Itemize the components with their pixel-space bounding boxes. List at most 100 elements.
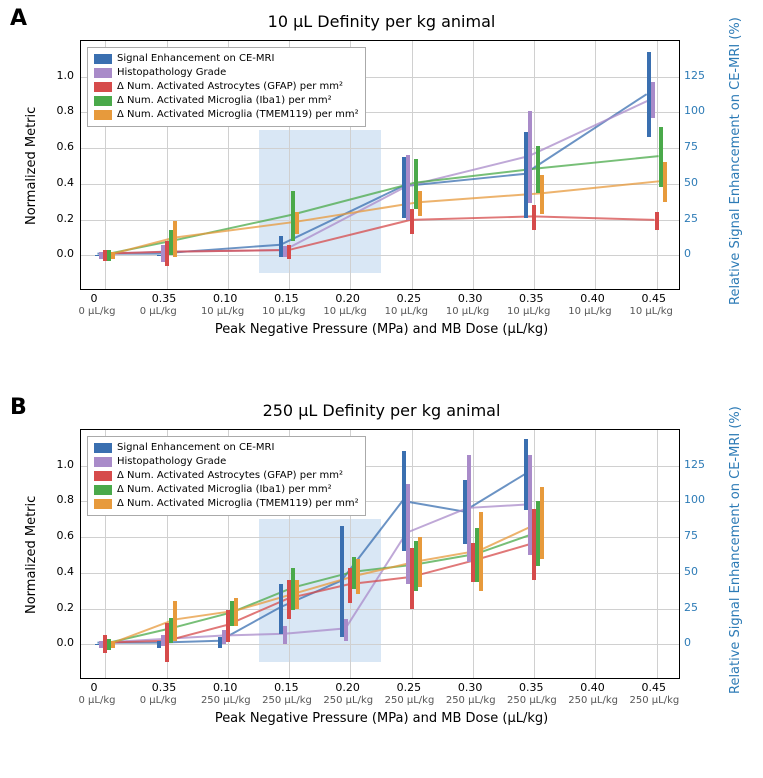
legend-item: Δ Num. Activated Microglia (Iba1) per mm… bbox=[94, 483, 359, 497]
legend-label: Δ Num. Activated Astrocytes (GFAP) per m… bbox=[117, 469, 343, 483]
dose-label: 250 µL/kg bbox=[630, 695, 680, 706]
xtick: 0.35 bbox=[519, 292, 544, 305]
error-bar-histo bbox=[651, 82, 655, 118]
error-bar-tmem bbox=[418, 191, 422, 216]
panel-b: B250 µL Definity per kg animalSignal Enh… bbox=[0, 389, 763, 778]
error-bar-gfap bbox=[410, 209, 414, 234]
legend-item: Δ Num. Activated Astrocytes (GFAP) per m… bbox=[94, 80, 359, 94]
x-axis-label: Peak Negative Pressure (MPa) and MB Dose… bbox=[0, 711, 763, 726]
error-bar-tmem bbox=[111, 641, 115, 648]
dose-label: 0 µL/kg bbox=[140, 306, 177, 317]
legend-swatch bbox=[94, 82, 112, 92]
error-bar-tmem bbox=[418, 537, 422, 587]
legend-swatch bbox=[94, 499, 112, 509]
error-bar-histo bbox=[344, 619, 348, 640]
dose-label: 10 µL/kg bbox=[262, 306, 305, 317]
legend-item: Signal Enhancement on CE-MRI bbox=[94, 52, 359, 66]
legend-swatch bbox=[94, 457, 112, 467]
xtick: 0.30 bbox=[458, 292, 483, 305]
xtick: 0.25 bbox=[397, 681, 422, 694]
panel-a: A10 µL Definity per kg animalSignal Enha… bbox=[0, 0, 763, 389]
y-axis-label: Normalized Metric bbox=[24, 496, 39, 614]
y-axis-label: Normalized Metric bbox=[24, 107, 39, 225]
ytick-right: 25 bbox=[684, 212, 698, 225]
legend-swatch bbox=[94, 443, 112, 453]
legend-label: Δ Num. Activated Microglia (TMEM119) per… bbox=[117, 497, 359, 511]
legend-swatch bbox=[94, 68, 112, 78]
legend-label: Signal Enhancement on CE-MRI bbox=[117, 52, 274, 66]
xtick: 0.35 bbox=[519, 681, 544, 694]
ytick-right: 50 bbox=[684, 176, 698, 189]
xtick: 0 bbox=[90, 681, 97, 694]
xtick: 0 bbox=[90, 292, 97, 305]
error-bar-tmem bbox=[295, 212, 299, 233]
ytick-right: 0 bbox=[684, 636, 691, 649]
dose-label: 10 µL/kg bbox=[507, 306, 550, 317]
dose-label: 10 µL/kg bbox=[446, 306, 489, 317]
ytick-left: 1.0 bbox=[0, 69, 74, 82]
panel-title: 250 µL Definity per kg animal bbox=[0, 401, 763, 420]
ytick-left: 1.0 bbox=[0, 458, 74, 471]
ytick-left: 0.0 bbox=[0, 636, 74, 649]
ytick-right: 100 bbox=[684, 104, 705, 117]
ytick-right: 100 bbox=[684, 493, 705, 506]
dose-label: 250 µL/kg bbox=[385, 695, 435, 706]
xtick: 0.25 bbox=[397, 292, 422, 305]
legend-item: Histopathology Grade bbox=[94, 455, 359, 469]
error-bar-tmem bbox=[173, 221, 177, 257]
legend: Signal Enhancement on CE-MRIHistopatholo… bbox=[87, 436, 366, 516]
error-bar-gfap bbox=[655, 212, 659, 230]
dose-label: 10 µL/kg bbox=[568, 306, 611, 317]
error-bar-gfap bbox=[532, 205, 536, 230]
legend-item: Δ Num. Activated Microglia (TMEM119) per… bbox=[94, 497, 359, 511]
xtick: 0.45 bbox=[642, 292, 667, 305]
error-bar-gfap bbox=[287, 245, 291, 259]
dose-label: 10 µL/kg bbox=[630, 306, 673, 317]
legend-label: Signal Enhancement on CE-MRI bbox=[117, 441, 274, 455]
xtick: 0.40 bbox=[580, 292, 605, 305]
error-bar-tmem bbox=[111, 252, 115, 259]
dose-label: 0 µL/kg bbox=[78, 306, 115, 317]
xtick: 0.35 bbox=[152, 681, 177, 694]
error-bar-tmem bbox=[663, 162, 667, 201]
dose-label: 250 µL/kg bbox=[568, 695, 618, 706]
dose-label: 250 µL/kg bbox=[507, 695, 557, 706]
x-axis-label: Peak Negative Pressure (MPa) and MB Dose… bbox=[0, 322, 763, 337]
legend-swatch bbox=[94, 110, 112, 120]
legend-label: Histopathology Grade bbox=[117, 66, 226, 80]
legend-swatch bbox=[94, 471, 112, 481]
plot-area: Signal Enhancement on CE-MRIHistopatholo… bbox=[80, 429, 680, 679]
ytick-right: 0 bbox=[684, 247, 691, 260]
legend-label: Histopathology Grade bbox=[117, 455, 226, 469]
dose-label: 10 µL/kg bbox=[201, 306, 244, 317]
error-bar-tmem bbox=[234, 598, 238, 627]
xtick: 0.20 bbox=[335, 681, 360, 694]
dose-label: 250 µL/kg bbox=[323, 695, 373, 706]
xtick: 0.20 bbox=[335, 292, 360, 305]
legend-label: Δ Num. Activated Microglia (TMEM119) per… bbox=[117, 108, 359, 122]
xtick: 0.35 bbox=[152, 292, 177, 305]
legend: Signal Enhancement on CE-MRIHistopatholo… bbox=[87, 47, 366, 127]
legend-label: Δ Num. Activated Microglia (Iba1) per mm… bbox=[117, 94, 332, 108]
legend-label: Δ Num. Activated Astrocytes (GFAP) per m… bbox=[117, 80, 343, 94]
legend-swatch bbox=[94, 54, 112, 64]
error-bar-tmem bbox=[356, 559, 360, 595]
ytick-right: 125 bbox=[684, 458, 705, 471]
ytick-right: 75 bbox=[684, 529, 698, 542]
error-bar-tmem bbox=[295, 580, 299, 609]
dose-label: 250 µL/kg bbox=[446, 695, 496, 706]
error-bar-tmem bbox=[479, 512, 483, 591]
xtick: 0.10 bbox=[213, 292, 238, 305]
legend-label: Δ Num. Activated Microglia (Iba1) per mm… bbox=[117, 483, 332, 497]
panel-title: 10 µL Definity per kg animal bbox=[0, 12, 763, 31]
ytick-right: 50 bbox=[684, 565, 698, 578]
ytick-left: 0.0 bbox=[0, 247, 74, 260]
ytick-right: 25 bbox=[684, 601, 698, 614]
xtick: 0.10 bbox=[213, 681, 238, 694]
dose-label: 0 µL/kg bbox=[78, 695, 115, 706]
dose-label: 10 µL/kg bbox=[385, 306, 428, 317]
y-axis-right-label: Relative Signal Enhancement on CE-MRI (%… bbox=[728, 17, 743, 305]
y-axis-right-label: Relative Signal Enhancement on CE-MRI (%… bbox=[728, 406, 743, 694]
legend-item: Δ Num. Activated Astrocytes (GFAP) per m… bbox=[94, 469, 359, 483]
dose-label: 10 µL/kg bbox=[323, 306, 366, 317]
